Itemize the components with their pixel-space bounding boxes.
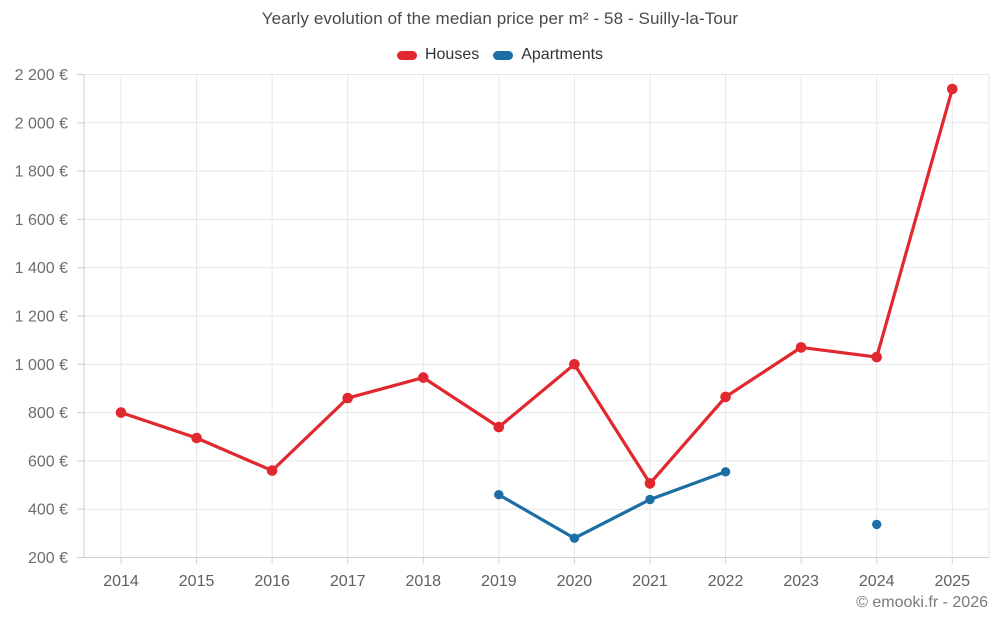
svg-text:2015: 2015	[179, 573, 215, 590]
svg-text:600 €: 600 €	[28, 453, 68, 470]
svg-text:2021: 2021	[632, 573, 668, 590]
chart-title: Yearly evolution of the median price per…	[261, 9, 739, 28]
svg-text:2022: 2022	[708, 573, 744, 590]
svg-text:1 200 €: 1 200 €	[15, 309, 68, 326]
chart-legend: Houses Apartments	[0, 45, 1000, 65]
copyright-credit: © emooki.fr - 2026	[856, 594, 988, 611]
svg-text:2023: 2023	[783, 573, 819, 590]
svg-text:400 €: 400 €	[28, 502, 68, 519]
svg-text:1 800 €: 1 800 €	[15, 164, 68, 181]
apartments-series-swatch-icon	[493, 50, 514, 60]
svg-text:2 000 €: 2 000 €	[15, 115, 68, 132]
svg-text:1 000 €: 1 000 €	[15, 357, 68, 374]
legend-label-apartments: Apartments	[521, 46, 604, 63]
svg-text:2 200 €: 2 200 €	[15, 67, 68, 84]
svg-text:1 400 €: 1 400 €	[15, 260, 68, 277]
svg-text:2025: 2025	[934, 573, 970, 590]
houses-series-swatch-icon	[396, 50, 417, 60]
svg-text:2017: 2017	[330, 573, 366, 590]
svg-text:800 €: 800 €	[28, 405, 68, 422]
svg-text:1 600 €: 1 600 €	[15, 212, 68, 229]
legend-item-apartments[interactable]: Apartments	[493, 46, 603, 64]
svg-text:2018: 2018	[405, 573, 441, 590]
svg-text:2016: 2016	[254, 573, 290, 590]
svg-text:2020: 2020	[557, 573, 593, 590]
legend-label-houses: Houses	[424, 46, 480, 63]
legend-item-houses[interactable]: Houses	[396, 46, 480, 64]
svg-text:2024: 2024	[859, 573, 895, 590]
svg-text:200 €: 200 €	[28, 550, 68, 567]
svg-text:2019: 2019	[481, 573, 517, 590]
svg-text:2014: 2014	[103, 573, 139, 590]
